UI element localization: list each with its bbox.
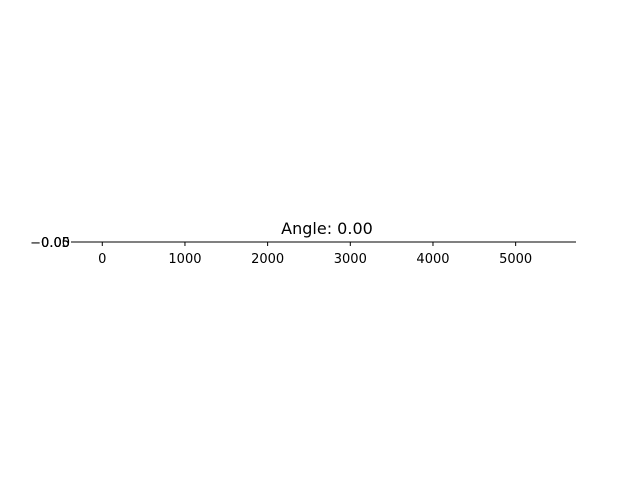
- x-tick-label: 3000: [334, 252, 367, 267]
- x-tick-label: 0: [98, 252, 106, 267]
- axes: Angle: 0.00 0 1000 2000 3000 4000 5000 −0.05 …: [30, 219, 576, 267]
- y-tick-label: −0.05: [30, 236, 70, 251]
- y-tick-label: 0.05: [41, 236, 70, 251]
- x-axis-ticks: 0 1000 2000 3000 4000 5000: [98, 242, 532, 267]
- y-axis-ticks: −0.05 0.00 0.05: [30, 236, 75, 251]
- x-tick-label: 1000: [168, 252, 201, 267]
- chart-title: Angle: 0.00: [281, 219, 373, 238]
- y-tick-label: 0.00: [41, 236, 70, 251]
- x-tick-label: 4000: [416, 252, 449, 267]
- x-tick-label: 2000: [251, 252, 284, 267]
- x-tick-label: 5000: [499, 252, 532, 267]
